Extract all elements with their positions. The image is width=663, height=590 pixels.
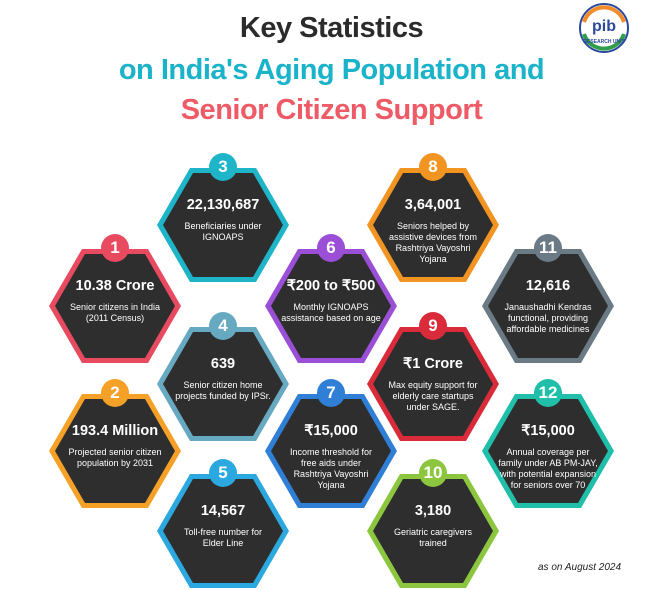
stat-value: 10.38 Crore xyxy=(75,278,155,294)
stat-value: 3,180 xyxy=(414,503,452,519)
hexagon-shape xyxy=(157,474,289,588)
logo-text: pib xyxy=(592,18,616,35)
stat-number-badge: 2 xyxy=(101,379,129,407)
stat-description: Income threshold for free aids under Ras… xyxy=(289,447,373,490)
hexagon-shape xyxy=(367,327,499,441)
footnote: as on August 2024 xyxy=(538,562,622,573)
stat-card-1: 1 10.38 Crore Senior citizens in India (20… xyxy=(47,234,183,365)
stat-description: Annual coverage per family under AB PM-J… xyxy=(498,447,598,490)
stat-card-11: 11 12,616 Janaushadhi Kendras functional, … xyxy=(480,234,616,365)
stat-value: 3,64,001 xyxy=(404,197,462,213)
stat-number-badge: 12 xyxy=(534,379,562,407)
stat-number-badge: 11 xyxy=(534,234,562,262)
stat-description: Projected senior citizen population by 2… xyxy=(68,447,162,468)
stat-description: Beneficiaries under IGNOAPS xyxy=(184,221,262,242)
hexagon-shape xyxy=(482,249,614,363)
stat-number-badge: 8 xyxy=(419,153,447,181)
title-line-1: Key Statistics xyxy=(239,12,424,44)
hexagon-shape xyxy=(49,249,181,363)
stat-description: Geriatric caregivers trained xyxy=(393,527,473,548)
stat-value: ₹1 Crore xyxy=(403,356,463,372)
stat-value: ₹200 to ₹500 xyxy=(286,278,376,294)
stat-number-badge: 6 xyxy=(317,234,345,262)
stat-value: 193.4 Million xyxy=(71,423,159,439)
stat-card-10: 10 3,180 Geriatric caregivers trained xyxy=(365,459,501,590)
stat-card-2: 2 193.4 Million Projected senior citizen p… xyxy=(47,379,183,510)
stat-number-badge: 5 xyxy=(209,459,237,487)
hexagon-shape xyxy=(367,168,499,282)
hexagon-shape xyxy=(265,394,397,508)
stat-number-badge: 7 xyxy=(317,379,345,407)
stat-card-8: 8 3,64,001 Seniors helped by assistive dev… xyxy=(365,153,501,284)
stat-card-7: 7 ₹15,000 Income threshold for free aids u… xyxy=(263,379,399,510)
stat-value: ₹15,000 xyxy=(304,423,358,439)
stat-card-3: 3 22,130,687 Beneficiaries under IGNOAPS xyxy=(155,153,291,284)
hexagon-shape xyxy=(157,327,289,441)
stat-value: 12,616 xyxy=(525,278,571,294)
stat-number-badge: 9 xyxy=(419,312,447,340)
hexagon-shape xyxy=(367,474,499,588)
logo-subtext: RESEARCH UNIT xyxy=(583,39,624,45)
stat-number-badge: 3 xyxy=(209,153,237,181)
hexagon-shape xyxy=(265,249,397,363)
stat-description: Janaushadhi Kendras functional, providin… xyxy=(504,302,592,334)
stat-description: Monthly IGNOAPS assistance based on age xyxy=(281,302,381,323)
stat-value: 22,130,687 xyxy=(186,197,260,213)
stat-value: 14,567 xyxy=(200,503,246,519)
title-line-2: on India's Aging Population and xyxy=(118,54,545,86)
stat-value: ₹15,000 xyxy=(521,423,575,439)
stat-number-badge: 1 xyxy=(101,234,129,262)
stat-card-5: 5 14,567 Toll-free number for Elder Line xyxy=(155,459,291,590)
stat-description: Senior citizens in India (2011 Census) xyxy=(69,302,161,323)
stat-description: Toll-free number for Elder Line xyxy=(183,527,263,548)
pib-research-unit-logo: pib RESEARCH UNIT xyxy=(578,2,630,54)
hexagon-shape xyxy=(482,394,614,508)
title-line-3: Senior Citizen Support xyxy=(180,94,483,126)
stat-number-badge: 10 xyxy=(419,459,447,487)
stat-description: Senior citizen home projects funded by I… xyxy=(175,380,271,401)
hexagon-shape xyxy=(49,394,181,508)
stat-value: 639 xyxy=(210,356,236,372)
stat-description: Seniors helped by assistive devices from… xyxy=(388,221,478,264)
hexagon-shape xyxy=(157,168,289,282)
stat-card-12: 12 ₹15,000 Annual coverage per family unde… xyxy=(480,379,616,510)
stat-description: Max equity support for elderly care star… xyxy=(388,380,478,412)
stat-number-badge: 4 xyxy=(209,312,237,340)
stat-card-6: 6 ₹200 to ₹500 Monthly IGNOAPS assistance … xyxy=(263,234,399,365)
stat-card-9: 9 ₹1 Crore Max equity support for elderly … xyxy=(365,312,501,443)
stat-card-4: 4 639 Senior citizen home projects funded … xyxy=(155,312,291,443)
